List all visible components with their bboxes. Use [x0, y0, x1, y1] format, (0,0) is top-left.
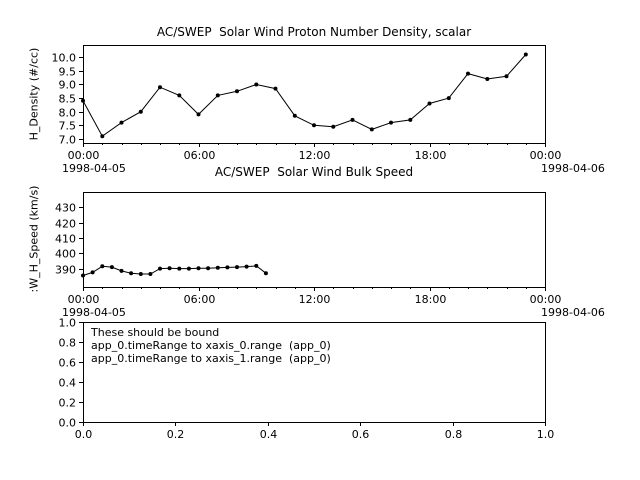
data-point: [81, 98, 85, 103]
y-tick-label: 8.5: [59, 93, 77, 106]
data-point: [138, 109, 143, 114]
plot-frame: [83, 322, 546, 423]
data-point: [138, 272, 143, 276]
data-point: [292, 113, 297, 118]
x-tick-label: 0.2: [167, 428, 185, 441]
data-point: [90, 270, 95, 275]
data-point: [119, 268, 124, 273]
binding-note-line-1: These should be bound: [91, 326, 220, 339]
data-point: [466, 71, 470, 76]
y-tick-label: 8.0: [59, 107, 77, 120]
x-tick-label: 18:00: [415, 149, 447, 162]
data-point: [158, 266, 162, 271]
data-point: [167, 266, 172, 271]
y-tick-label: 0.8: [59, 337, 77, 350]
data-point: [206, 266, 211, 271]
x-axis-end-date: 1998-04-06: [541, 162, 605, 175]
data-point: [254, 82, 259, 87]
y-tick-label: 0.4: [59, 377, 77, 390]
x-axis-start-date: 1998-04-05: [62, 162, 126, 175]
data-point: [129, 271, 134, 276]
y-tick-label: 1.0: [59, 317, 77, 330]
binding-note-line-2: app_0.timeRange to xaxis_0.range (app_0): [91, 339, 331, 352]
data-point: [263, 271, 268, 276]
y-tick-label: 400: [55, 248, 76, 261]
data-point: [235, 265, 239, 270]
x-tick-label: 06:00: [184, 149, 216, 162]
x-tick-label: 0.6: [352, 428, 370, 441]
x-tick-label: 00:00: [530, 149, 562, 162]
x-tick-label: 00:00: [530, 293, 562, 306]
data-point: [427, 101, 432, 106]
density-panel-title: AC/SWEP Solar Wind Proton Number Density…: [156, 25, 472, 39]
x-tick-label: 0.8: [445, 428, 463, 441]
data-point: [177, 93, 182, 98]
y-tick-label: 390: [55, 264, 76, 277]
data-point: [177, 266, 182, 271]
plot-frame: [83, 192, 546, 288]
data-point: [485, 77, 490, 81]
data-point: [119, 120, 124, 125]
data-point: [273, 86, 278, 91]
x-tick-label: 12:00: [299, 149, 331, 162]
data-point: [244, 264, 249, 269]
y-tick-label: 0.6: [59, 357, 77, 370]
y-tick-label: 7.5: [59, 120, 77, 133]
data-point: [408, 117, 413, 122]
data-point: [196, 266, 201, 271]
binding-note-line-3: app_0.timeRange to xaxis_1.range (app_0): [91, 352, 331, 365]
x-tick-label: 12:00: [299, 293, 331, 306]
speed-panel-title: AC/SWEP Solar Wind Bulk Speed: [214, 165, 414, 179]
data-point: [109, 265, 114, 270]
data-point: [350, 117, 355, 122]
y-tick-label: 410: [55, 233, 76, 246]
y-tick-label: 420: [55, 218, 76, 231]
data-point: [225, 265, 230, 270]
data-point: [81, 273, 85, 278]
data-point: [254, 263, 259, 268]
data-point: [186, 266, 191, 271]
data-point: [523, 52, 528, 57]
y-tick-label: 7.0: [59, 134, 77, 147]
x-tick-label: 0.4: [260, 428, 278, 441]
x-axis-end-date: 1998-04-06: [541, 306, 605, 319]
y-tick-label: 9.5: [59, 66, 77, 79]
data-point: [100, 264, 105, 269]
y-tick-label: 9.0: [59, 79, 77, 92]
data-point: [215, 93, 220, 98]
data-point: [148, 272, 153, 276]
data-point: [100, 134, 105, 139]
data-point: [312, 123, 316, 128]
data-point: [504, 74, 509, 79]
plot-frame: [83, 45, 546, 144]
x-axis-start-date: 1998-04-05: [62, 306, 126, 319]
y-tick-label: 430: [55, 202, 76, 215]
y-tick-label: 0.0: [59, 417, 77, 430]
x-tick-label: 00:00: [68, 149, 100, 162]
x-tick-label: 00:00: [68, 293, 100, 306]
data-point: [215, 265, 220, 270]
y-tick-label: 0.2: [59, 397, 77, 410]
data-line: [82, 54, 527, 137]
data-point: [196, 112, 201, 117]
speed-y-axis-label: :W_H_Speed (km/s): [27, 185, 41, 293]
x-tick-label: 18:00: [415, 293, 447, 306]
y-tick-label: 10.0: [52, 52, 77, 65]
density-y-axis-label: H_Density (#/cc): [27, 47, 41, 141]
data-point: [389, 120, 393, 125]
data-point: [446, 96, 451, 101]
data-point: [331, 124, 336, 129]
x-tick-label: 06:00: [184, 293, 216, 306]
data-point: [158, 85, 162, 90]
data-point: [369, 127, 374, 132]
data-point: [235, 89, 239, 94]
x-tick-label: 1.0: [537, 428, 555, 441]
x-tick-label: 0.0: [75, 428, 93, 441]
